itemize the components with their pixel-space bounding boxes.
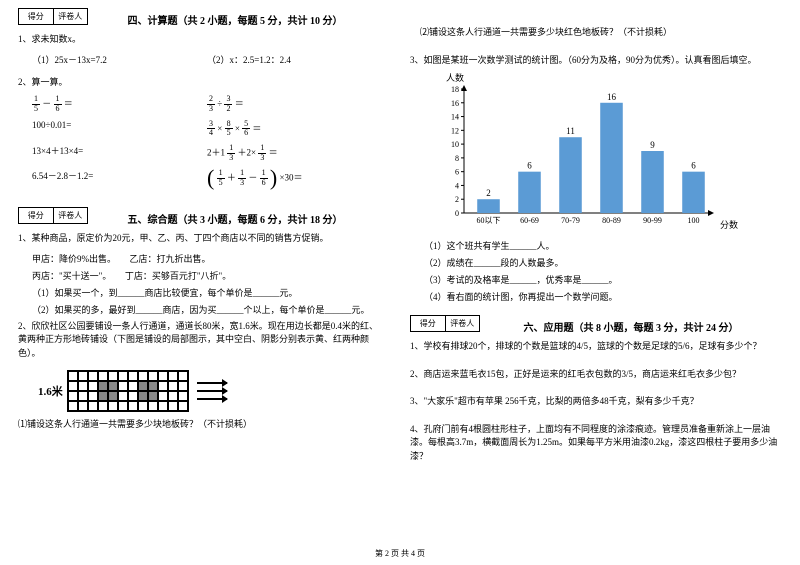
math-row-4: 6.54－2.8－1.2= ( 15 ＋ 13 － 16 ) ×30＝ — [32, 169, 382, 188]
svg-text:4: 4 — [455, 181, 459, 190]
s5q1: 1、某种商品，原定价为20元，甲、乙、丙、丁四个商店以不同的销售方促销。 — [18, 232, 382, 246]
s6q2: 2、商店运来蓝毛衣15包，正好是运来的红毛衣包数的3/5，商店运来红毛衣多少包？ — [410, 368, 782, 382]
svg-text:14: 14 — [451, 113, 459, 122]
page-footer: 第 2 页 共 4 页 — [0, 548, 800, 559]
arrows-icon — [197, 376, 227, 406]
s5q1-sub2: （2）如果买的多，最好到______商店，因为买______个以上，每个单价是_… — [32, 303, 382, 316]
chart-svg: 0 2 4 6 8 10 12 14 16 18 2 60以下 6 60-69 11 70-79 16 80-89… — [440, 83, 720, 233]
section5-title: 五、综合题（共 3 小题，每题 6 分，共计 18 分） — [88, 211, 382, 226]
math-row-1: 15 － 16 ＝ 23 ÷ 32 ＝ — [32, 95, 382, 114]
s5q3-sub2: （2）成绩在______段的人数最多。 — [424, 256, 782, 269]
expr-1b: 23 ÷ 32 ＝ — [207, 95, 382, 114]
svg-text:90-99: 90-99 — [643, 216, 662, 225]
grader-label-2: 评卷人 — [54, 208, 88, 223]
s5q3: 3、如图是某班一次数学测试的统计图。（60分为及格，90分为优秀）。认真看图后填… — [410, 54, 782, 68]
expr-4b: ( 15 ＋ 13 － 16 ) ×30＝ — [207, 169, 382, 188]
grid-box — [67, 370, 189, 412]
section4-title: 四、计算题（共 2 小题，每题 5 分，共计 10 分） — [88, 12, 382, 27]
score-label: 得分 — [19, 9, 54, 24]
svg-text:70-79: 70-79 — [561, 216, 580, 225]
s5q3-sub1: （1）这个班共有学生______人。 — [424, 239, 782, 252]
svg-text:80-89: 80-89 — [602, 216, 621, 225]
svg-text:100: 100 — [688, 216, 700, 225]
svg-text:60-69: 60-69 — [520, 216, 539, 225]
xlabel: 分数 — [720, 218, 738, 231]
s5q2-sub1: ⑴铺设这条人行通道一共需要多少块地板砖？（不计损耗） — [18, 418, 382, 432]
svg-text:0: 0 — [455, 209, 459, 218]
score-box-2: 得分 评卷人 — [18, 207, 88, 224]
expr-3b: 2＋1 13 ＋2× 13 ＝ — [207, 144, 382, 163]
math-row-2: 100÷0.01= 34 × 85 × 56 ＝ — [32, 120, 382, 139]
svg-text:6: 6 — [691, 161, 696, 171]
s5q2: 2、欣欣社区公园要铺设一条人行通道，通道长80米，宽1.6米。现在用边长都是0.… — [18, 320, 382, 361]
q2-stem: 2、算一算。 — [18, 76, 382, 90]
grid-label: 1.6米 — [38, 383, 63, 399]
score-label-2: 得分 — [19, 208, 54, 223]
q1-stem: 1、求未知数x。 — [18, 33, 382, 47]
svg-text:18: 18 — [451, 85, 459, 94]
bar-chart: 人数 分数 024681012141618260以下660-691170-791… — [440, 73, 720, 233]
svg-text:6: 6 — [455, 168, 459, 177]
score-label-3: 得分 — [411, 316, 446, 331]
s6q4: 4、孔府门前有4根圆柱形柱子，上面均有不同程度的涂漆痕迹。管理员准备重新涂上一层… — [410, 423, 782, 464]
right-column: ⑵铺设这条人行通道一共需要多少块红色地板砖？（不计损耗） 3、如图是某班一次数学… — [400, 0, 800, 565]
s5q1-l3: 丙店："买十送一"。 丁店：买够百元打"八折"。 — [32, 269, 382, 282]
svg-text:6: 6 — [527, 161, 532, 171]
s5q1-l2: 甲店：降价9%出售。 乙店：打九折出售。 — [32, 252, 382, 265]
grid-figure: 1.6米 — [38, 370, 227, 412]
s5q1-sub1: （1）如果买一个，到______商店比较便宜，每个单价是______元。 — [32, 286, 382, 299]
svg-text:10: 10 — [451, 140, 459, 149]
s5q3-sub4: （4）看右面的统计图，你再提出一个数学问题。 — [424, 290, 782, 303]
expr-2b: 34 × 85 × 56 ＝ — [207, 120, 382, 139]
score-box: 得分 评卷人 — [18, 8, 88, 25]
section6-title: 六、应用题（共 8 小题，每题 3 分，共计 24 分） — [480, 319, 782, 334]
q1a: （1）25x－13x=7.2 — [32, 53, 207, 66]
math-row-3: 13×4＋13×4= 2＋1 13 ＋2× 13 ＝ — [32, 144, 382, 163]
s6q1: 1、学校有排球20个，排球的个数是篮球的4/5，篮球的个数是足球的5/6，足球有… — [410, 340, 782, 354]
s6q3: 3、"大家乐"超市有苹果 256千克，比梨的两倍多48千克，梨有多少千克？ — [410, 395, 782, 409]
expr-2a: 100÷0.01= — [32, 120, 207, 139]
q1-subs: （1）25x－13x=7.2 （2）x：2.5=1.2：2.4 — [32, 53, 382, 66]
svg-text:12: 12 — [451, 126, 459, 135]
left-column: 得分 评卷人 四、计算题（共 2 小题，每题 5 分，共计 10 分） 1、求未… — [0, 0, 400, 565]
svg-text:11: 11 — [566, 126, 575, 136]
svg-text:2: 2 — [486, 188, 491, 198]
svg-text:16: 16 — [451, 99, 459, 108]
svg-text:8: 8 — [455, 154, 459, 163]
grader-label: 评卷人 — [54, 9, 88, 24]
expr-4a: 6.54－2.8－1.2= — [32, 169, 207, 188]
svg-text:60以下: 60以下 — [477, 216, 501, 225]
expr-3a: 13×4＋13×4= — [32, 144, 207, 163]
svg-text:2: 2 — [455, 195, 459, 204]
expr-1a: 15 － 16 ＝ — [32, 95, 207, 114]
svg-text:9: 9 — [650, 140, 655, 150]
grader-label-3: 评卷人 — [446, 316, 480, 331]
s5q2-sub2: ⑵铺设这条人行通道一共需要多少块红色地板砖？（不计损耗） — [420, 26, 782, 40]
s5q3-sub3: （3）考试的及格率是______，优秀率是______。 — [424, 273, 782, 286]
q1b: （2）x：2.5=1.2：2.4 — [207, 53, 382, 66]
score-box-3: 得分 评卷人 — [410, 315, 480, 332]
svg-text:16: 16 — [607, 92, 617, 102]
